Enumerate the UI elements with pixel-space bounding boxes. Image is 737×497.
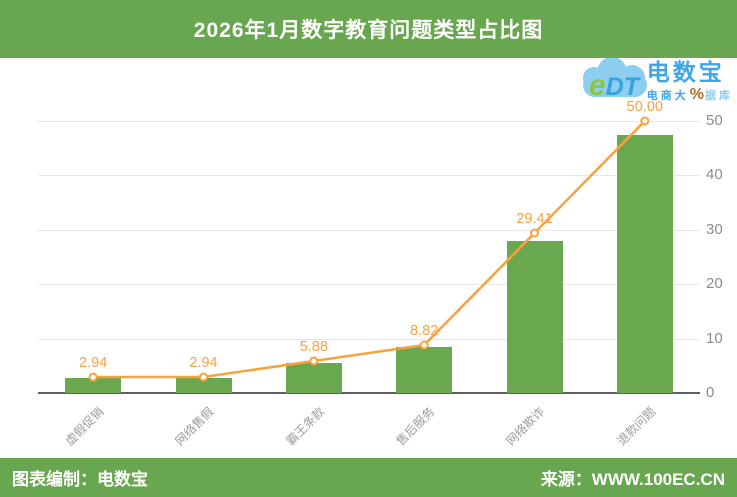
data-point-marker [530,228,539,238]
gridline [38,121,700,122]
data-point-value-label: 2.94 [189,355,217,371]
y-axis-tick-label: 50 [706,112,723,129]
x-axis-category-label: 霸王条款 [283,404,328,449]
trend-line [93,120,646,379]
bar [396,347,453,393]
brand-name: 电数宝 [646,59,725,85]
bar [175,377,232,393]
footer-source: 来源：WWW.100EC.CN [540,470,725,489]
y-axis-tick-label: 20 [706,275,723,293]
data-point-marker [419,340,429,350]
footer-credit: 图表编制：电数宝 [12,470,148,489]
bar [285,362,342,393]
data-point-marker [88,372,98,382]
edt-wordmark: eDT [589,69,640,102]
x-axis-line [38,392,700,394]
data-point-marker [640,116,650,126]
data-point-value-label: 5.88 [300,339,328,355]
x-axis-category-label: 售后服务 [393,404,438,449]
data-point-value-label: 8.82 [410,323,438,339]
x-axis-category-label: 网络售假 [172,404,217,449]
y-axis-tick-label: 0 [706,384,715,401]
cloud-logo-icon: eDT [583,57,647,111]
gridline [38,229,700,231]
x-axis-category-label: 退款问题 [614,404,659,449]
chart-title: 2026年1月数字教育问题类型占比图 [193,19,544,42]
bar [65,377,122,393]
bar [506,241,563,393]
y-axis-tick-label: 10 [706,329,723,347]
x-axis-category-label: 虚假促销 [62,404,107,449]
data-point-value-label: 2.94 [79,355,107,371]
chart-title-bar: 2026年1月数字教育问题类型占比图 [0,0,737,58]
chart-footer-bar: 图表编制：电数宝 来源：WWW.100EC.CN [0,458,737,497]
y-axis-tick-label: 40 [706,166,723,184]
gridline [38,284,700,286]
data-point-value-label: 29.41 [516,211,552,227]
brand-logo: eDT 电数宝 电商大%据库 [583,57,733,111]
data-point-marker [199,372,208,382]
y-axis-tick-label: 30 [706,220,723,238]
brand-text-block: 电数宝 电商大%据库 [647,57,733,103]
data-point-marker [309,356,319,366]
bar [616,134,673,393]
brand-tagline: 电商大%据库 [646,86,733,104]
x-axis-category-label: 网络欺诈 [503,404,548,449]
gridline [38,338,700,340]
gridline [38,175,700,177]
